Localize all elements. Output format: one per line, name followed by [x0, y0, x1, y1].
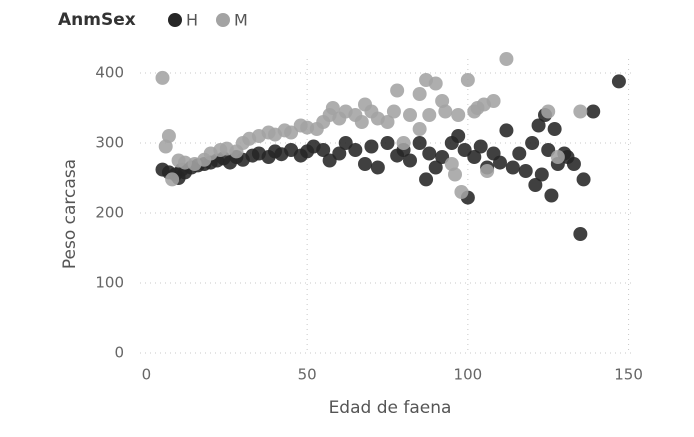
point [322, 153, 337, 168]
point [161, 129, 176, 143]
point [518, 164, 533, 178]
point [348, 143, 363, 157]
point [412, 136, 427, 150]
point [422, 146, 437, 161]
point [573, 227, 588, 241]
point [534, 167, 549, 182]
x-tick-label: 150 [614, 366, 643, 384]
y-tick-label: 400 [95, 64, 124, 82]
point [428, 160, 443, 175]
point [390, 83, 405, 98]
point [419, 172, 434, 187]
point [451, 129, 466, 143]
point [611, 74, 626, 89]
point [525, 136, 540, 150]
point [380, 136, 395, 150]
point [338, 136, 353, 150]
y-tick-label: 200 [95, 204, 124, 222]
legend-label: M [234, 11, 248, 30]
point [364, 139, 379, 154]
point [165, 172, 180, 187]
point [396, 136, 411, 150]
legend-label: H [186, 11, 198, 30]
point [354, 115, 369, 129]
point [566, 157, 581, 171]
point [444, 157, 459, 171]
point [528, 178, 543, 192]
point [428, 76, 443, 91]
point [412, 87, 427, 101]
point [486, 94, 501, 108]
x-tick-label: 50 [298, 366, 317, 384]
point [422, 108, 437, 122]
point [332, 146, 347, 161]
x-tick-label: 0 [142, 366, 152, 384]
point [457, 143, 472, 157]
legend-marker [168, 13, 182, 27]
point [380, 115, 395, 129]
legend-marker [216, 13, 230, 27]
point [325, 101, 340, 115]
point [403, 153, 417, 168]
point [370, 160, 385, 175]
point [512, 146, 527, 161]
point [158, 139, 173, 154]
y-axis-title: Peso carcasa [60, 159, 80, 269]
y-tick-label: 300 [95, 134, 124, 152]
x-axis-title: Edad de faena [329, 398, 452, 418]
point [541, 104, 556, 119]
y-tick-label: 100 [95, 274, 124, 292]
point [544, 188, 559, 203]
point [438, 104, 453, 119]
point [499, 52, 514, 66]
x-tick-label: 100 [454, 366, 483, 384]
point [576, 172, 591, 187]
point [473, 139, 488, 154]
point [493, 155, 507, 170]
point [499, 123, 514, 138]
point [541, 143, 556, 157]
point [358, 157, 372, 171]
point [155, 70, 170, 85]
point [448, 167, 462, 182]
legend-title: AnmSex [58, 10, 136, 30]
point [412, 122, 427, 136]
point [316, 143, 331, 157]
point [531, 118, 546, 133]
point [460, 73, 475, 87]
point [467, 150, 482, 164]
point [505, 160, 520, 175]
point [451, 108, 466, 122]
point [403, 108, 417, 122]
point [454, 185, 469, 199]
point [586, 104, 601, 119]
point [435, 94, 450, 108]
point [480, 164, 495, 178]
point [435, 150, 450, 164]
point [550, 150, 565, 164]
point [547, 122, 562, 136]
point [386, 104, 401, 119]
point [573, 104, 588, 119]
y-tick-label: 0 [114, 344, 124, 362]
point [284, 125, 299, 140]
